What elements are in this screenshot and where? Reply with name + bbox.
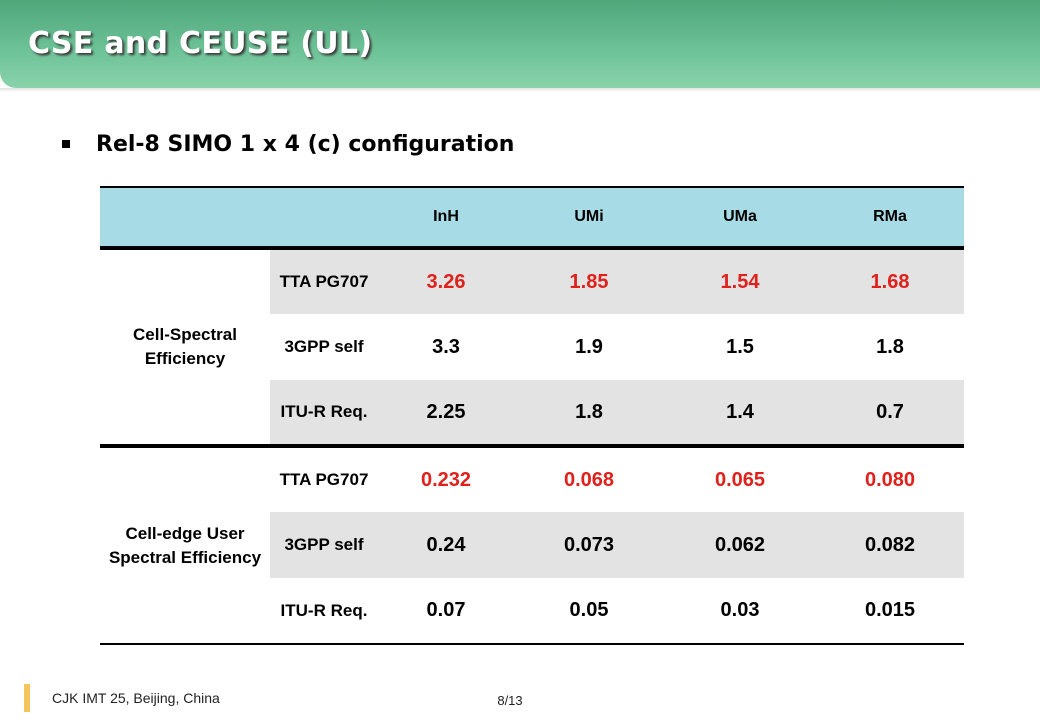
slide-title: CSE and CEUSE (UL): [28, 26, 373, 61]
table-row: 3GPP self 0.24 0.073 0.062 0.082: [100, 512, 964, 578]
value-cell: 3.26: [378, 248, 514, 314]
value-cell: 0.068: [563, 468, 615, 491]
value-cell: 1.5: [726, 335, 754, 358]
group-label: Cell-Spectral Efficiency: [100, 248, 270, 448]
value-cell: 0.03: [664, 578, 816, 645]
table-row: Cell-Spectral Efficiency TTA PG707 3.26 …: [100, 248, 964, 448]
value-cell: 0.7: [816, 380, 964, 448]
table-row: Cell-edge User Spectral Efficiency TTA P…: [100, 446, 964, 645]
bullet-text: Rel-8 SIMO 1 x 4 (c) configuration: [96, 131, 515, 157]
bullet-item: Rel-8 SIMO 1 x 4 (c) configuration: [62, 128, 514, 160]
value-cell: 0.015: [816, 578, 964, 645]
value-cell: 0.065: [714, 468, 766, 491]
source-label: ITU-R Req.: [270, 380, 378, 448]
value-cell: 1.4: [664, 380, 816, 448]
table-header-row: InH UMi UMa RMa: [100, 186, 964, 250]
value-cell: 1.8: [876, 335, 904, 358]
page-number: 8/13: [497, 693, 523, 708]
column-header: RMa: [816, 186, 964, 250]
table-row: ITU-R Req. 2.25 1.8 1.4 0.7: [100, 380, 964, 448]
source-label: TTA PG707: [279, 470, 369, 490]
column-header: UMa: [664, 186, 816, 250]
source-label: TTA PG707: [270, 248, 378, 314]
footer-accent-bar: [24, 684, 30, 712]
group-label: Cell-edge User Spectral Efficiency: [100, 446, 270, 645]
source-label: ITU-R Req.: [270, 578, 378, 645]
value-cell: 0.080: [864, 468, 916, 491]
square-bullet-icon: [62, 140, 70, 148]
value-cell: 3.3: [432, 335, 460, 358]
value-cell: 0.05: [514, 578, 664, 645]
header-corner-cell: [100, 186, 378, 250]
value-cell: 0.073: [514, 512, 664, 578]
value-cell: 1.9: [575, 335, 603, 358]
value-cell: 1.54: [664, 248, 816, 314]
value-cell: 1.68: [816, 248, 964, 314]
source-label: 3GPP self: [270, 512, 378, 578]
value-cell: 0.232: [420, 468, 472, 491]
value-cell: 0.082: [816, 512, 964, 578]
table-row: ITU-R Req. 0.07 0.05 0.03 0.015: [100, 578, 964, 645]
value-cell: 1.85: [514, 248, 664, 314]
value-cell: 2.25: [378, 380, 514, 448]
title-bar: CSE and CEUSE (UL): [0, 0, 1040, 92]
footer-text: CJK IMT 25, Beijing, China: [52, 690, 220, 706]
source-label: 3GPP self: [284, 337, 364, 357]
value-cell: 0.24: [378, 512, 514, 578]
value-cell: 0.07: [378, 578, 514, 645]
value-cell: 1.8: [514, 380, 664, 448]
column-header: InH: [378, 186, 514, 250]
results-table: InH UMi UMa RMa Cell-Spectral Efficiency…: [100, 186, 964, 645]
value-cell: 0.062: [664, 512, 816, 578]
table-row: 3GPP self 3.3 1.9 1.5 1.8: [100, 314, 964, 380]
column-header: UMi: [514, 186, 664, 250]
